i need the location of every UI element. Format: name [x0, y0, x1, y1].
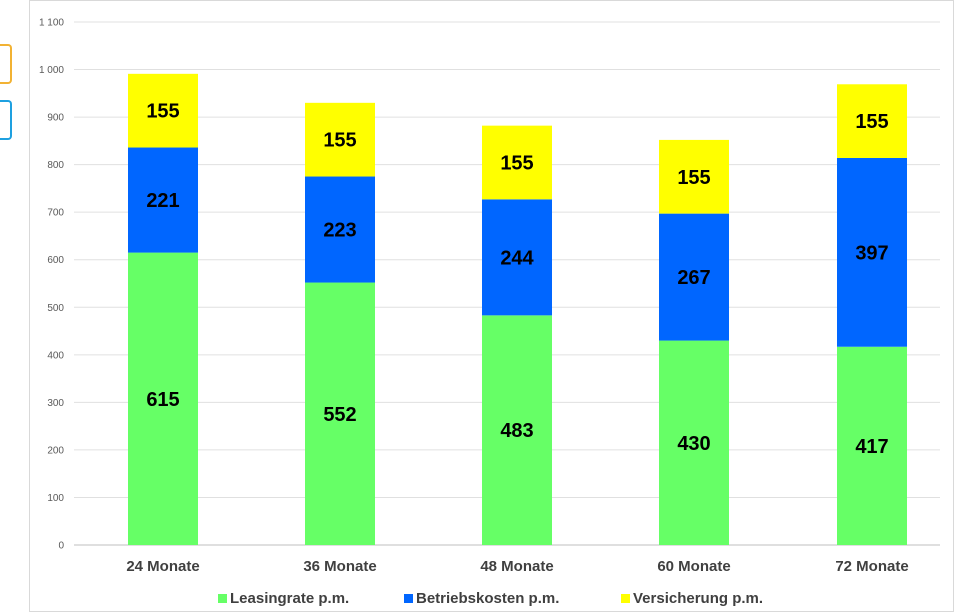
data-label: 244	[500, 247, 534, 269]
legend-swatch	[218, 594, 227, 603]
x-tick-label: 48 Monate	[480, 558, 553, 575]
bar-segment	[837, 346, 907, 545]
legend-swatch	[404, 594, 413, 603]
y-tick-label: 800	[47, 160, 64, 171]
y-tick-label: 300	[47, 398, 64, 409]
bars	[128, 73, 907, 545]
y-tick-label: 200	[47, 445, 64, 456]
y-tick-label: 0	[58, 541, 64, 552]
bar-segment	[659, 213, 729, 341]
bar-segment	[305, 176, 375, 283]
data-label: 223	[323, 220, 356, 242]
y-tick-label: 400	[47, 350, 64, 361]
bar-segment	[128, 73, 198, 148]
bar-segment	[659, 340, 729, 545]
bar-segment	[128, 147, 198, 253]
data-labels: 615 221 155 552 223 155 483 244 155 430 267 155 417 3…	[146, 101, 888, 458]
data-label: 155	[146, 101, 179, 123]
data-label: 430	[677, 433, 710, 455]
y-tick-label: 100	[47, 493, 64, 504]
data-label: 552	[323, 404, 356, 426]
bar-segment	[128, 252, 198, 545]
x-tick-label: 24 Monate	[126, 558, 199, 575]
y-tick-label: 1 100	[39, 18, 64, 29]
bar-segment	[305, 102, 375, 177]
legend: Leasingrate p.m. Betriebskosten p.m. Versi…	[218, 590, 763, 607]
bar-segment	[482, 199, 552, 316]
y-tick-label: 700	[47, 208, 64, 219]
y-tick-label: 900	[47, 113, 64, 124]
data-label: 155	[323, 130, 356, 152]
legend-label: Versicherung p.m.	[633, 590, 763, 607]
y-tick-label: 600	[47, 255, 64, 266]
side-panel-tab-blue[interactable]	[0, 100, 12, 140]
bar-segment	[659, 139, 729, 214]
data-label: 267	[677, 267, 710, 289]
bar-segment	[305, 282, 375, 545]
y-axis-ticks: 0 100 200 300 400 500 600 700 800 900 1 000 1 100	[39, 18, 64, 552]
bar-segment	[837, 84, 907, 158]
x-tick-label: 60 Monate	[657, 558, 730, 575]
data-label: 155	[677, 167, 710, 189]
data-label: 615	[146, 389, 179, 411]
data-label: 155	[500, 152, 533, 174]
x-tick-label: 72 Monate	[835, 558, 908, 575]
y-tick-label: 500	[47, 303, 64, 314]
legend-label: Betriebskosten p.m.	[416, 590, 559, 607]
bar-segment	[837, 157, 907, 347]
data-label: 155	[855, 111, 888, 133]
data-label: 417	[855, 436, 888, 458]
x-axis-ticks: 24 Monate 36 Monate 48 Monate 60 Monate 72 M…	[126, 558, 908, 575]
x-tick-label: 36 Monate	[303, 558, 376, 575]
bar-segment	[482, 315, 552, 545]
legend-label: Leasingrate p.m.	[230, 590, 349, 607]
y-tick-label: 1 000	[39, 65, 64, 76]
data-label: 397	[855, 242, 888, 264]
data-label: 221	[146, 190, 179, 212]
bar-segment	[482, 125, 552, 200]
side-panel-tab-orange[interactable]	[0, 44, 12, 84]
data-label: 483	[500, 420, 533, 442]
legend-swatch	[621, 594, 630, 603]
